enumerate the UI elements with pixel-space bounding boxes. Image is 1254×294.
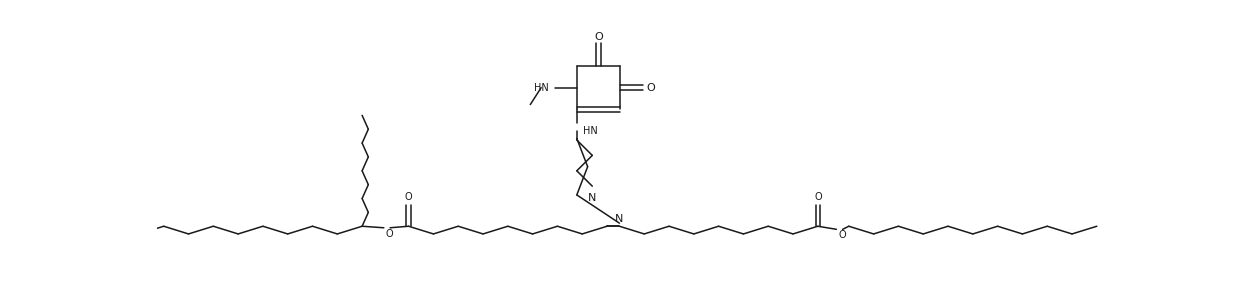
Text: HN: HN bbox=[583, 126, 598, 136]
Text: O: O bbox=[385, 229, 393, 239]
Text: O: O bbox=[405, 192, 413, 202]
Text: O: O bbox=[647, 83, 656, 93]
Text: O: O bbox=[594, 32, 603, 42]
Text: N: N bbox=[616, 213, 623, 223]
Text: O: O bbox=[839, 230, 846, 240]
Text: HN: HN bbox=[534, 83, 548, 93]
Text: O: O bbox=[814, 192, 821, 202]
Text: N: N bbox=[588, 193, 597, 203]
